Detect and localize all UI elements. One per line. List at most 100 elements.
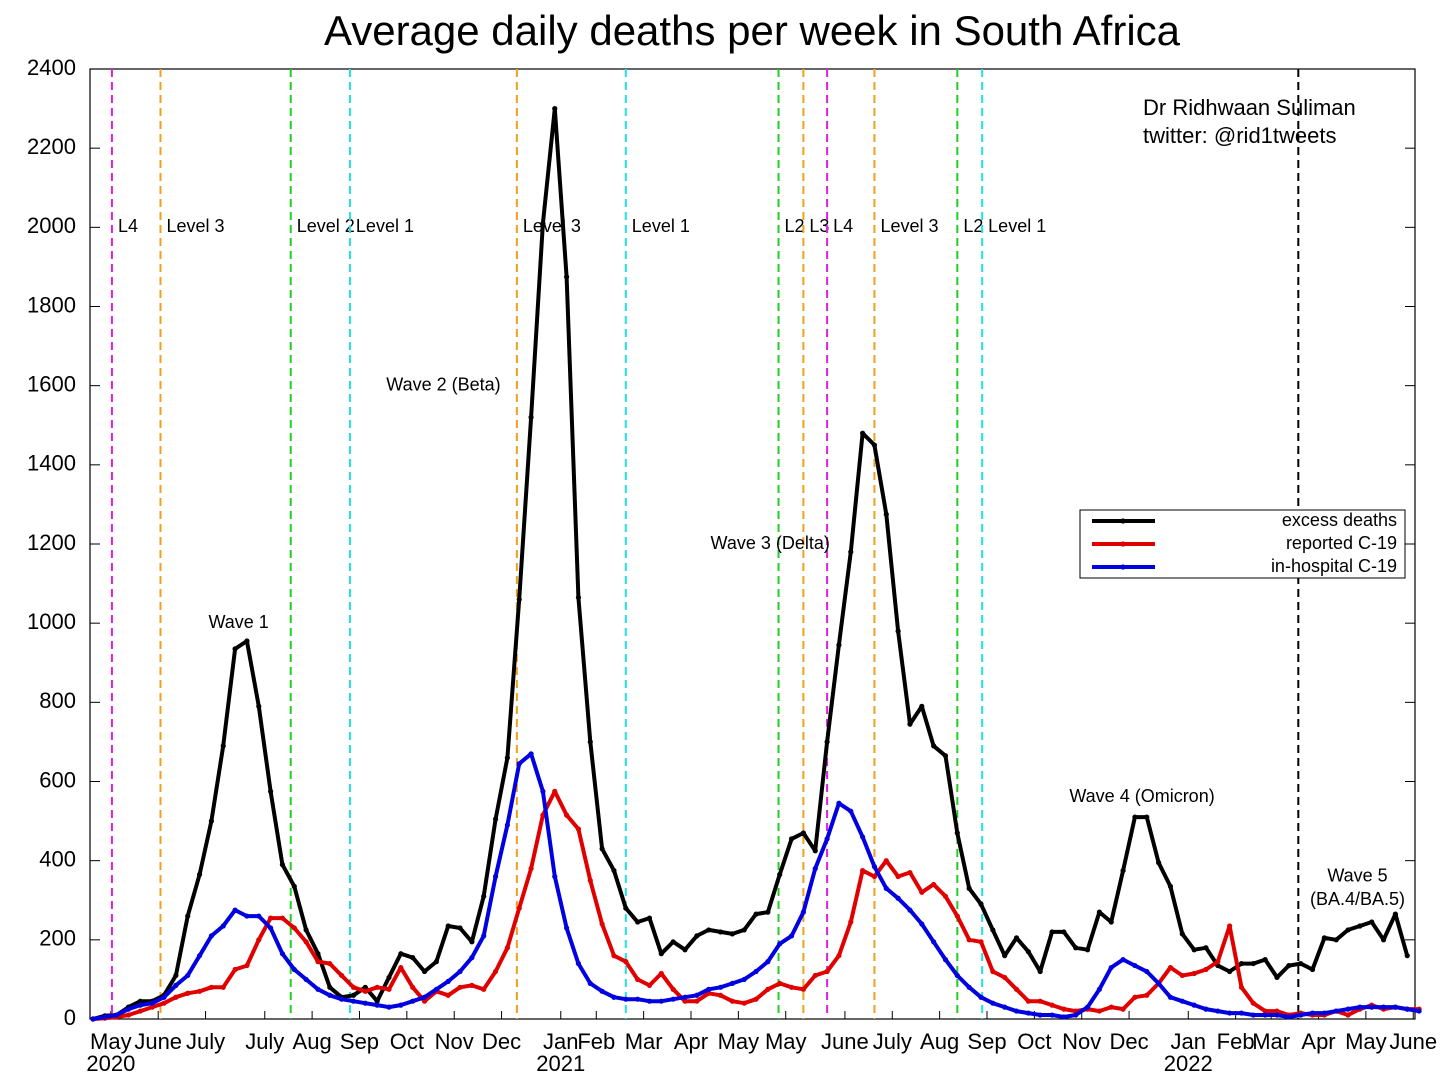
x-tick-label-line: Aug bbox=[920, 1029, 959, 1054]
data-point bbox=[185, 913, 191, 919]
data-point bbox=[374, 998, 380, 1004]
data-point bbox=[717, 984, 724, 990]
data-point bbox=[611, 953, 617, 959]
data-point bbox=[753, 911, 759, 917]
data-point bbox=[244, 913, 250, 919]
data-point bbox=[1380, 937, 1387, 943]
data-point bbox=[1073, 945, 1079, 951]
data-point bbox=[114, 1012, 120, 1018]
x-tick-label-line: Feb bbox=[577, 1029, 615, 1054]
data-point bbox=[729, 931, 735, 937]
data-point bbox=[149, 1000, 155, 1006]
data-point bbox=[445, 923, 451, 929]
data-point bbox=[1120, 867, 1126, 874]
data-point bbox=[1227, 1010, 1233, 1016]
x-tick-label-line: Sep bbox=[340, 1029, 379, 1054]
x-tick-label: May bbox=[765, 1029, 807, 1054]
data-point bbox=[635, 919, 641, 925]
data-point bbox=[931, 743, 937, 749]
x-tick-label: Feb bbox=[577, 1029, 615, 1054]
data-point bbox=[966, 937, 972, 943]
data-point bbox=[788, 933, 795, 939]
level-label: Level 1 bbox=[632, 216, 690, 236]
data-point bbox=[860, 834, 866, 840]
data-point bbox=[421, 998, 428, 1004]
data-point bbox=[137, 998, 143, 1004]
data-point bbox=[706, 986, 712, 992]
y-tick-label: 200 bbox=[39, 926, 76, 951]
data-point bbox=[575, 594, 582, 601]
data-point bbox=[410, 998, 416, 1004]
data-point bbox=[1238, 960, 1245, 967]
data-point bbox=[552, 873, 558, 880]
data-point bbox=[256, 937, 262, 943]
data-point bbox=[552, 788, 558, 794]
data-point bbox=[410, 955, 416, 961]
level-label: Level 1 bbox=[988, 216, 1046, 236]
data-point bbox=[990, 927, 996, 933]
data-point bbox=[990, 1000, 996, 1006]
data-point bbox=[1037, 1012, 1043, 1018]
data-point bbox=[1227, 968, 1233, 975]
y-tick-label: 1400 bbox=[27, 451, 76, 476]
data-point bbox=[978, 901, 984, 907]
data-point bbox=[552, 105, 558, 112]
data-point bbox=[398, 1002, 404, 1008]
x-tick-label: Apr bbox=[674, 1029, 708, 1054]
data-point bbox=[587, 739, 593, 745]
data-point bbox=[232, 646, 238, 652]
annotation: Wave 2 (Beta) bbox=[386, 374, 500, 394]
data-point bbox=[978, 994, 984, 1000]
data-point bbox=[220, 743, 226, 749]
x-tick-label-line: May bbox=[1345, 1029, 1387, 1054]
data-point bbox=[1167, 964, 1174, 971]
data-point bbox=[528, 414, 534, 420]
data-point bbox=[800, 986, 807, 992]
data-point bbox=[1298, 960, 1304, 967]
data-point bbox=[919, 921, 925, 927]
data-point bbox=[1013, 986, 1020, 992]
data-point bbox=[1274, 974, 1280, 981]
data-point bbox=[860, 430, 866, 436]
data-point bbox=[883, 885, 889, 891]
data-point bbox=[410, 984, 416, 990]
y-tick-label: 800 bbox=[39, 688, 76, 713]
data-point bbox=[1144, 968, 1150, 975]
data-point bbox=[1345, 1006, 1351, 1012]
data-point bbox=[907, 869, 913, 876]
legend-label: in-hospital C-19 bbox=[1271, 556, 1397, 576]
data-point bbox=[303, 976, 309, 983]
data-point bbox=[137, 1008, 143, 1014]
x-tick-label-line: Dec bbox=[482, 1029, 521, 1054]
annotation: Wave 3 (Delta) bbox=[711, 533, 830, 553]
data-point bbox=[256, 703, 262, 709]
data-point bbox=[398, 964, 404, 971]
data-point bbox=[256, 913, 262, 919]
x-tick-label: May 2020 bbox=[86, 1029, 135, 1076]
data-point bbox=[208, 818, 214, 824]
data-point bbox=[670, 986, 676, 992]
legend-label: excess deaths bbox=[1282, 510, 1397, 530]
y-tick-label: 1200 bbox=[27, 530, 76, 555]
data-point bbox=[706, 927, 712, 933]
data-point bbox=[1073, 1012, 1079, 1018]
data-point bbox=[540, 220, 546, 226]
level-label: Level 2 bbox=[297, 216, 355, 236]
data-point bbox=[504, 822, 510, 828]
x-tick-label-line: June bbox=[1389, 1029, 1437, 1054]
x-tick-label-line: Mar bbox=[625, 1029, 663, 1054]
data-point bbox=[279, 862, 286, 868]
data-point bbox=[564, 274, 570, 280]
data-point bbox=[1404, 953, 1410, 959]
x-tick-label: Sep bbox=[967, 1029, 1006, 1054]
data-point bbox=[765, 959, 771, 965]
x-tick-label: Mar bbox=[625, 1029, 663, 1054]
data-point bbox=[1203, 966, 1209, 973]
data-point bbox=[871, 442, 878, 448]
data-point bbox=[836, 800, 842, 806]
data-point bbox=[1108, 964, 1114, 971]
annotation: Wave 4 (Omicron) bbox=[1069, 786, 1214, 806]
data-point bbox=[753, 996, 759, 1002]
data-point bbox=[492, 816, 499, 822]
x-tick-label: Nov bbox=[1062, 1029, 1101, 1054]
